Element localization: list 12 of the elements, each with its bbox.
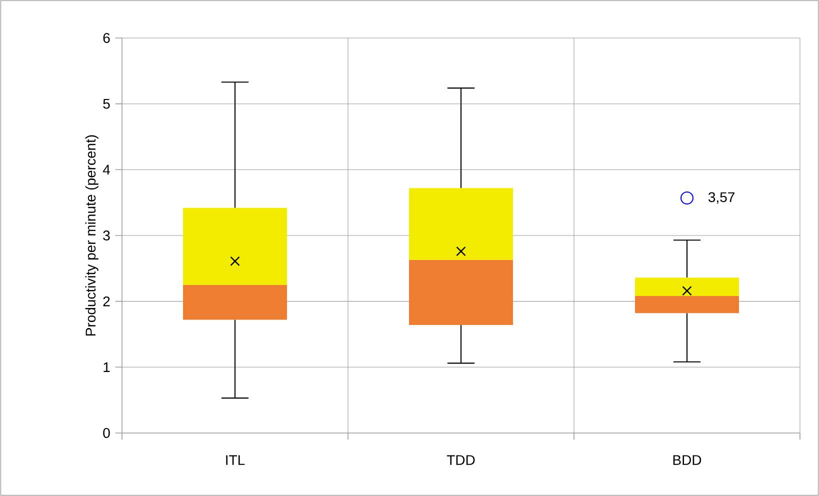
y-tick-label: 0	[103, 428, 110, 438]
y-tick-label: 2	[103, 296, 110, 306]
y-tick-label: 6	[103, 33, 110, 43]
y-tick-label: 1	[104, 362, 110, 372]
annotation: 3,57	[708, 192, 734, 204]
x-tick-label: TDD	[446, 455, 475, 465]
x-tick-label: BDD	[673, 455, 702, 465]
x-tick-label: ITL	[226, 455, 245, 465]
y-tick-label: 4	[102, 164, 110, 174]
y-tick-label: 3	[103, 230, 110, 240]
y-tick-label: 5	[103, 98, 110, 109]
y-axis-title: Productivity per minute (percent)	[85, 135, 98, 336]
